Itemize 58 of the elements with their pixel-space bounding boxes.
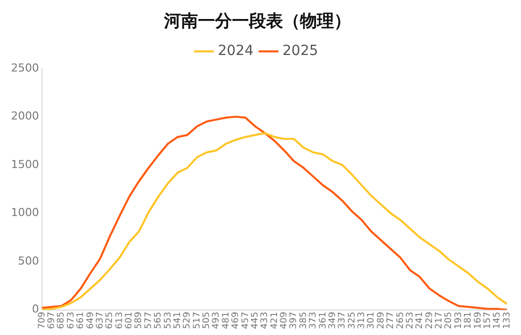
x-tick-label: 349 [328, 312, 338, 330]
x-tick-label: 577 [144, 312, 154, 330]
x-tick-label: 685 [56, 312, 67, 330]
x-tick-label: 181 [464, 312, 474, 330]
x-tick-label: 241 [415, 312, 426, 330]
y-tick-label: 2000 [10, 110, 39, 123]
x-tick-label: 457 [240, 312, 251, 330]
x-tick-label: 529 [182, 312, 193, 330]
x-tick-label: 625 [105, 312, 116, 330]
chart-title: 河南一分一段表（物理） [163, 12, 351, 32]
x-tick-label: 601 [124, 312, 135, 330]
x-tick-label: 697 [47, 312, 58, 330]
x-tick-label: 205 [444, 312, 454, 330]
x-tick-label: 589 [134, 312, 144, 330]
legend-label: 2024 [218, 43, 254, 60]
x-tick-label: 277 [386, 312, 396, 330]
x-tick-label: 649 [86, 312, 96, 330]
y-tick-label: 0 [32, 302, 39, 316]
x-tick-label: 289 [376, 312, 386, 330]
x-tick-label: 433 [260, 312, 270, 330]
x-tick-label: 325 [347, 312, 358, 330]
x-tick-label: 301 [366, 312, 377, 330]
legend-label: 2025 [282, 43, 318, 60]
x-tick-label: 337 [338, 312, 348, 330]
x-tick-label: 505 [202, 312, 212, 330]
x-tick-label: 385 [298, 312, 309, 330]
x-tick-label: 145 [492, 312, 503, 330]
x-tick-label: 229 [424, 312, 435, 330]
x-tick-label: 193 [454, 312, 464, 330]
x-tick-label: 421 [270, 312, 280, 330]
x-tick-label: 253 [405, 312, 416, 330]
x-tick-label: 661 [76, 312, 86, 330]
x-tick-label: 217 [434, 312, 445, 330]
x-tick-label: 265 [396, 312, 406, 330]
x-tick-label: 169 [473, 312, 484, 330]
x-tick-label: 361 [318, 312, 328, 330]
y-tick-label: 2500 [10, 61, 39, 74]
x-tick-label: 373 [308, 312, 319, 330]
x-tick-label: 709 [37, 312, 48, 330]
x-tick-label: 673 [66, 312, 76, 330]
x-tick-label: 493 [212, 312, 222, 330]
x-tick-label: 409 [280, 312, 290, 330]
x-tick-label: 637 [95, 312, 106, 330]
x-tick-label: 517 [192, 312, 202, 330]
x-tick-label: 469 [231, 312, 242, 330]
y-tick-label: 1500 [10, 158, 39, 171]
x-tick-label: 397 [289, 312, 300, 330]
x-tick-label: 541 [172, 312, 183, 330]
x-tick-label: 481 [221, 312, 232, 330]
x-tick-label: 313 [357, 312, 368, 330]
x-tick-label: 565 [154, 312, 164, 330]
y-tick-label: 500 [18, 254, 39, 268]
x-tick-label: 553 [163, 312, 174, 330]
x-tick-label: 445 [250, 312, 260, 330]
x-tick-label: 613 [114, 312, 125, 330]
x-tick-label: 157 [482, 312, 493, 330]
x-tick-label: 133 [502, 312, 512, 330]
y-tick-label: 1000 [10, 206, 39, 220]
